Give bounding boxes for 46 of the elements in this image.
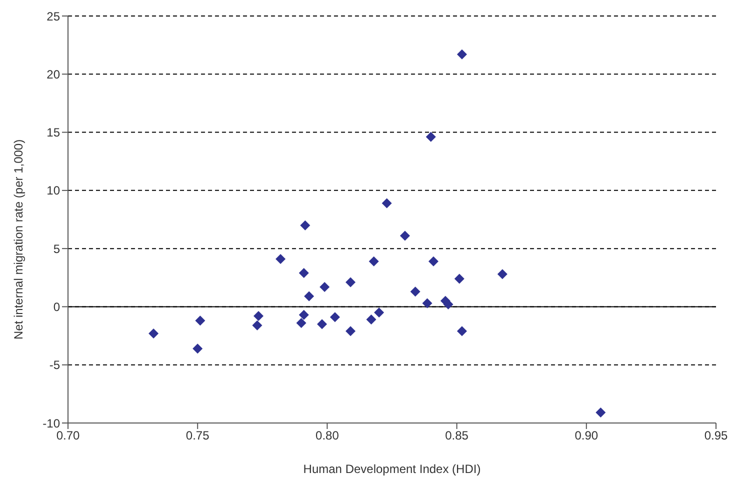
point [374, 308, 384, 318]
point [304, 291, 314, 302]
point [298, 268, 309, 278]
point [300, 220, 310, 230]
x-tick-label: 0.70 [56, 428, 80, 443]
y-tick-label: 5 [53, 242, 60, 256]
point [382, 198, 392, 208]
point [296, 318, 306, 328]
point [330, 312, 340, 322]
point [368, 256, 379, 266]
x-tick-label: 0.90 [574, 428, 598, 443]
point [346, 326, 356, 336]
y-tick-label: -5 [49, 358, 60, 372]
x-tick-label: 0.95 [704, 428, 728, 443]
point [254, 311, 264, 322]
point [298, 310, 309, 320]
y-tick-label: -10 [42, 416, 60, 430]
y-axis-title: Net internal migration rate (per 1,000) [11, 139, 26, 340]
point [400, 230, 410, 241]
point [428, 256, 438, 266]
point [410, 286, 420, 297]
y-tick-label: 0 [53, 300, 60, 314]
point [456, 49, 467, 60]
y-tick-label: 15 [46, 126, 60, 140]
y-tick-label: 25 [46, 9, 60, 24]
point [454, 274, 464, 284]
point [497, 269, 508, 280]
x-axis-title: Human Development Index (HDI) [303, 462, 481, 476]
point [148, 328, 159, 338]
point [195, 316, 206, 326]
x-tick-label: 0.80 [316, 428, 340, 443]
point [317, 319, 328, 330]
y-tick-label: 10 [46, 184, 60, 198]
point [276, 254, 286, 264]
point [346, 277, 356, 288]
point [596, 408, 606, 418]
x-tick-label: 0.75 [186, 428, 210, 443]
point [192, 344, 203, 354]
y-tick-label: 20 [46, 67, 60, 82]
point [456, 326, 467, 336]
point [252, 320, 262, 330]
point [422, 298, 432, 308]
point [320, 282, 330, 292]
point [426, 132, 436, 142]
x-tick-label: 0.85 [445, 428, 469, 443]
point [366, 314, 376, 325]
